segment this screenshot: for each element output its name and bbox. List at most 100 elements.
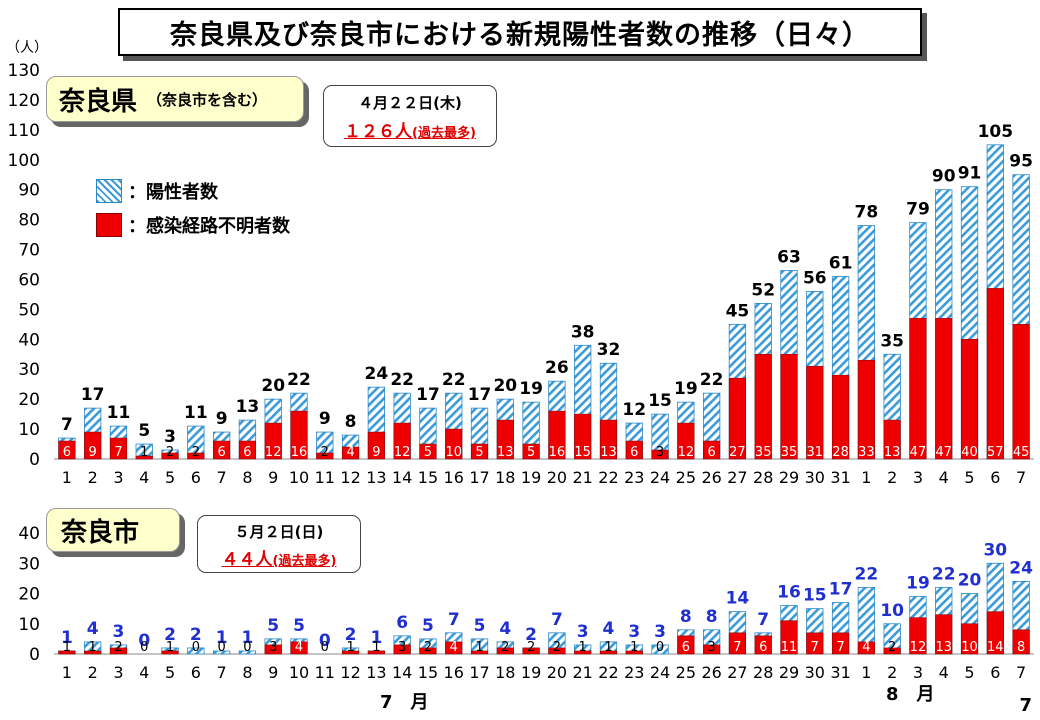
y-tick-label: 90 xyxy=(18,181,40,201)
data-label-unknown: 1 xyxy=(372,640,380,655)
data-label-positive: 22 xyxy=(932,564,956,584)
prefecture-label-main: 奈良県 xyxy=(59,86,138,117)
data-label-positive: 19 xyxy=(906,574,930,594)
bar-unknown xyxy=(393,422,411,460)
data-label-positive: 95 xyxy=(1009,152,1033,172)
x-tick-label: 5 xyxy=(165,663,175,682)
x-tick-label: 13 xyxy=(366,663,386,682)
bar-unknown xyxy=(599,419,618,460)
y-tick-label: 0 xyxy=(29,450,40,470)
data-label-positive: 9 xyxy=(216,409,228,429)
data-label-unknown: 15 xyxy=(574,445,591,460)
data-label-unknown: 2 xyxy=(553,640,561,655)
legend-item-positive: ：陽性者数 xyxy=(96,174,290,208)
data-label-positive: 79 xyxy=(906,200,930,220)
bar-unknown xyxy=(832,374,850,460)
y-tick-label: 20 xyxy=(18,390,40,410)
data-label-positive: 19 xyxy=(519,379,543,399)
bar-unknown xyxy=(909,617,927,655)
data-label-unknown: 7 xyxy=(114,445,122,460)
bar-unknown xyxy=(703,440,721,460)
data-label-positive: 0 xyxy=(138,631,150,651)
x-tick-label: 7 xyxy=(217,663,227,682)
data-label-unknown: 40 xyxy=(961,445,978,460)
bar-unknown xyxy=(84,650,102,655)
x-tick-label: 21 xyxy=(573,663,593,682)
x-tick-label: 26 xyxy=(701,468,721,487)
data-label-positive: 7 xyxy=(448,610,460,630)
data-label-positive: 3 xyxy=(113,622,125,642)
x-tick-label: 5 xyxy=(165,468,175,487)
data-label-unknown: 9 xyxy=(372,445,380,460)
x-tick-label: 4 xyxy=(139,663,149,682)
x-tick-label: 18 xyxy=(495,468,515,487)
data-label-positive: 52 xyxy=(751,280,775,300)
y-tick-label: 70 xyxy=(18,241,40,261)
data-label-unknown: 12 xyxy=(910,640,927,655)
data-label-unknown: 2 xyxy=(114,640,122,655)
data-label-positive: 8 xyxy=(345,412,357,432)
data-label-positive: 13 xyxy=(236,397,260,417)
bar-unknown xyxy=(367,650,385,655)
data-label-unknown: 0 xyxy=(140,640,148,655)
bar-unknown xyxy=(857,641,875,655)
data-label-positive: 10 xyxy=(880,601,904,621)
data-label-positive: 1 xyxy=(216,628,228,648)
data-label-positive: 1 xyxy=(241,628,253,648)
data-label-positive: 22 xyxy=(390,370,414,390)
data-label-unknown: 6 xyxy=(243,445,251,460)
prefecture-record-note: (過去最多) xyxy=(412,126,476,141)
data-label-positive: 12 xyxy=(622,400,646,420)
data-label-positive: 2 xyxy=(190,625,202,645)
x-tick-label: 19 xyxy=(521,663,541,682)
prefecture-record-callout: ４月２２日(木) １２６人(過去最多) xyxy=(323,85,497,147)
data-label-unknown: 6 xyxy=(63,445,71,460)
y-tick-label: 100 xyxy=(8,151,40,171)
data-label-unknown: 6 xyxy=(630,445,638,460)
bar-unknown xyxy=(806,365,824,460)
x-tick-label: 15 xyxy=(418,468,438,487)
data-label-unknown: 4 xyxy=(295,640,303,655)
x-tick-label: 22 xyxy=(598,468,618,487)
month-label-july: 7 月 xyxy=(380,692,429,713)
data-label-positive: 30 xyxy=(983,540,1007,560)
data-label-positive: 6 xyxy=(396,613,408,633)
data-label-unknown: 4 xyxy=(346,445,354,460)
x-tick-label: 23 xyxy=(624,663,644,682)
data-label-positive: 2 xyxy=(164,625,176,645)
bar-unknown xyxy=(1012,324,1030,460)
data-label-unknown: 6 xyxy=(682,640,690,655)
bar-unknown xyxy=(470,443,489,460)
y-tick-label: 40 xyxy=(18,330,40,350)
y-tick-label: 30 xyxy=(18,554,40,574)
legend-swatch-unknown xyxy=(96,213,122,237)
data-label-positive: 78 xyxy=(855,203,879,223)
bar-positive xyxy=(212,650,231,655)
prefecture-record-date: ４月２２日(木) xyxy=(358,94,462,112)
data-label-positive: 38 xyxy=(571,322,595,342)
page-number: 7 xyxy=(1019,695,1032,716)
x-tick-label: 12 xyxy=(340,468,360,487)
x-tick-label: 12 xyxy=(340,663,360,682)
bar-unknown xyxy=(445,428,463,460)
data-label-unknown: 1 xyxy=(63,640,71,655)
data-label-unknown: 10 xyxy=(445,445,462,460)
data-label-unknown: 1 xyxy=(140,445,148,460)
data-label-positive: 5 xyxy=(422,616,434,636)
data-label-unknown: 31 xyxy=(807,445,824,460)
data-label-unknown: 13 xyxy=(935,640,952,655)
data-label-positive: 17 xyxy=(468,385,492,405)
data-label-unknown: 1 xyxy=(166,640,174,655)
data-label-unknown: 5 xyxy=(527,445,535,460)
data-label-unknown: 3 xyxy=(269,640,277,655)
data-label-unknown: 47 xyxy=(935,445,952,460)
data-label-unknown: 7 xyxy=(836,640,844,655)
x-tick-label: 10 xyxy=(289,663,309,682)
data-label-unknown: 12 xyxy=(394,445,411,460)
data-label-unknown: 57 xyxy=(987,445,1004,460)
x-tick-label: 3 xyxy=(913,468,923,487)
x-tick-label: 2 xyxy=(88,663,98,682)
data-label-positive: 11 xyxy=(184,403,208,423)
x-tick-label: 29 xyxy=(779,468,799,487)
x-tick-label: 11 xyxy=(315,663,335,682)
